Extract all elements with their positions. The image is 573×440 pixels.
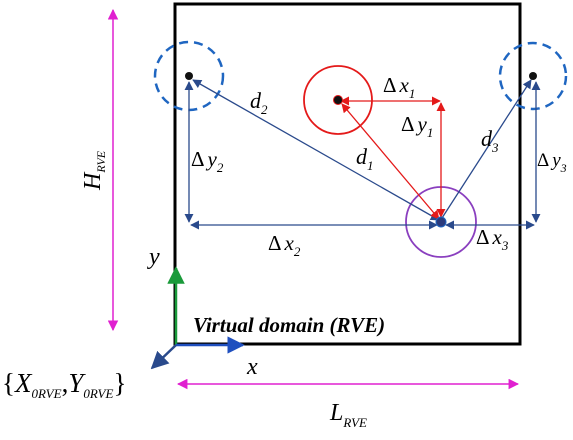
distance-d1-line [341,103,440,220]
axis-y-label: y [147,244,160,270]
particle-center-left [185,72,193,80]
d2-label: d2 [250,88,268,117]
domain-title: Virtual domain (RVE) [193,313,385,337]
distance-d3-line [441,79,532,219]
height-label: HRVE [80,150,108,191]
axis-x-label: x [246,354,258,380]
d1-label: d1 [356,144,374,173]
origin-label: {X0RVE,Y0RVE} [2,368,126,401]
length-label: LRVE [329,400,367,430]
rve-frame [173,2,522,346]
axis-z-arrow [150,344,177,370]
particle-center-main [435,216,447,228]
particle-center-right [529,72,537,80]
particle-center-red [333,95,343,105]
d3-label: d3 [481,126,499,155]
